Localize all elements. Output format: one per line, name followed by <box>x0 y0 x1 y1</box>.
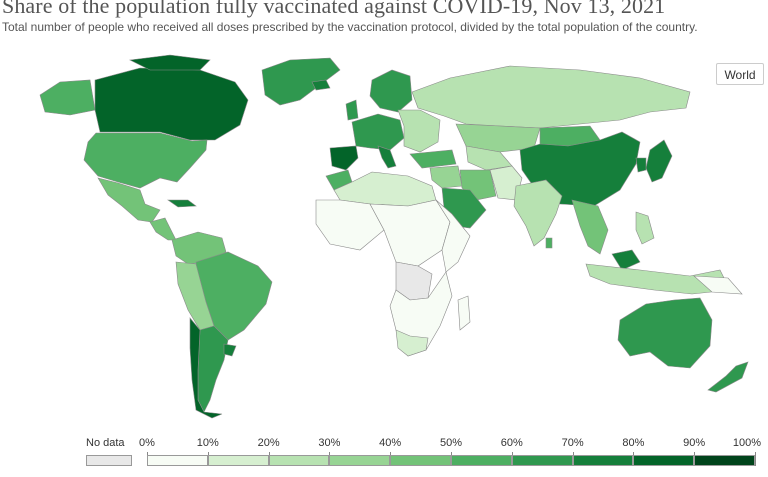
map-region-sri-lanka[interactable] <box>545 237 553 249</box>
map-region-argentina[interactable] <box>197 325 229 413</box>
map-region-south-africa[interactable] <box>395 329 429 357</box>
legend-tick-label: 30% <box>318 437 341 449</box>
map-region-west-africa[interactable] <box>315 199 385 251</box>
map-region-papua-new-guinea[interactable] <box>693 275 743 295</box>
legend-tick-label: 20% <box>257 437 280 449</box>
map-region-western-europe[interactable] <box>351 113 405 151</box>
legend-tick-label: 100% <box>732 437 762 449</box>
map-region-greenland[interactable] <box>261 57 341 106</box>
map-region-spain[interactable] <box>329 145 359 171</box>
legend-bin[interactable] <box>329 455 391 466</box>
map-region-philippines[interactable] <box>635 211 655 245</box>
map-region-japan[interactable] <box>645 139 673 183</box>
map-region-uruguay[interactable] <box>223 343 237 357</box>
map-region-uk[interactable] <box>345 99 359 121</box>
legend-no-data-swatch[interactable] <box>86 455 132 466</box>
legend-tick-label: 90% <box>683 437 706 449</box>
chart-subtitle: Total number of people who received all … <box>2 20 698 34</box>
legend-tick-label: 70% <box>561 437 584 449</box>
map-region-central-asia[interactable] <box>465 145 513 171</box>
legend-bin[interactable] <box>451 455 512 466</box>
legend-no-data-label: No data <box>86 437 125 449</box>
legend-bin[interactable] <box>694 455 755 466</box>
map-region-india[interactable] <box>513 179 563 247</box>
legend-bin[interactable] <box>147 455 208 466</box>
map-region-united-states[interactable] <box>83 132 208 189</box>
map-region-indonesia[interactable] <box>585 263 731 295</box>
map-region-central-america[interactable] <box>149 217 177 241</box>
map-region-italy[interactable] <box>377 145 397 169</box>
legend-bin[interactable] <box>268 455 330 466</box>
map-region-new-zealand[interactable] <box>707 361 749 393</box>
map-region-chile[interactable] <box>189 317 223 419</box>
legend-bin[interactable] <box>572 455 634 466</box>
legend-bin[interactable] <box>390 455 451 466</box>
chart-title: Share of the population fully vaccinated… <box>2 0 666 18</box>
map-region-eastern-europe[interactable] <box>397 109 441 153</box>
legend-bin[interactable] <box>207 455 269 466</box>
map-region-canada-arctic[interactable] <box>128 54 211 71</box>
map-region-russia[interactable] <box>411 65 691 129</box>
map-region-southeast-asia[interactable] <box>571 199 609 255</box>
legend-tick-label: 80% <box>622 437 645 449</box>
map-region-middle-east[interactable] <box>429 165 463 189</box>
map-region-australia[interactable] <box>617 297 713 369</box>
map-region-central-africa[interactable] <box>369 199 451 267</box>
legend-tick-label: 40% <box>379 437 402 449</box>
map-region-iceland[interactable] <box>311 79 331 91</box>
world-map <box>39 54 749 419</box>
map-region-cuba[interactable] <box>167 199 197 208</box>
legend: No data 0% 10% 20% 30% 40% 50% 60% 70% 80% 90% 100… <box>0 430 768 477</box>
map-region-malaysia[interactable] <box>611 249 641 271</box>
map-region-canada[interactable] <box>94 67 249 141</box>
legend-tick-label: 60% <box>500 437 523 449</box>
legend-tick-label: 0% <box>139 437 155 449</box>
map-region-scandinavia[interactable] <box>369 69 413 113</box>
legend-tick-mark <box>755 452 756 466</box>
map-region-east-africa[interactable] <box>435 199 471 273</box>
map-region-alaska[interactable] <box>39 79 96 116</box>
map-region-mexico[interactable] <box>97 177 161 223</box>
legend-tick-label: 50% <box>439 437 463 449</box>
legend-bin[interactable] <box>511 455 573 466</box>
legend-tick-label: 10% <box>196 437 219 449</box>
legend-bin[interactable] <box>633 455 695 466</box>
map-region-turkey[interactable] <box>409 149 457 169</box>
region-select[interactable]: World <box>716 63 764 85</box>
map-region-madagascar[interactable] <box>457 295 471 331</box>
map-region-korea[interactable] <box>635 157 647 173</box>
